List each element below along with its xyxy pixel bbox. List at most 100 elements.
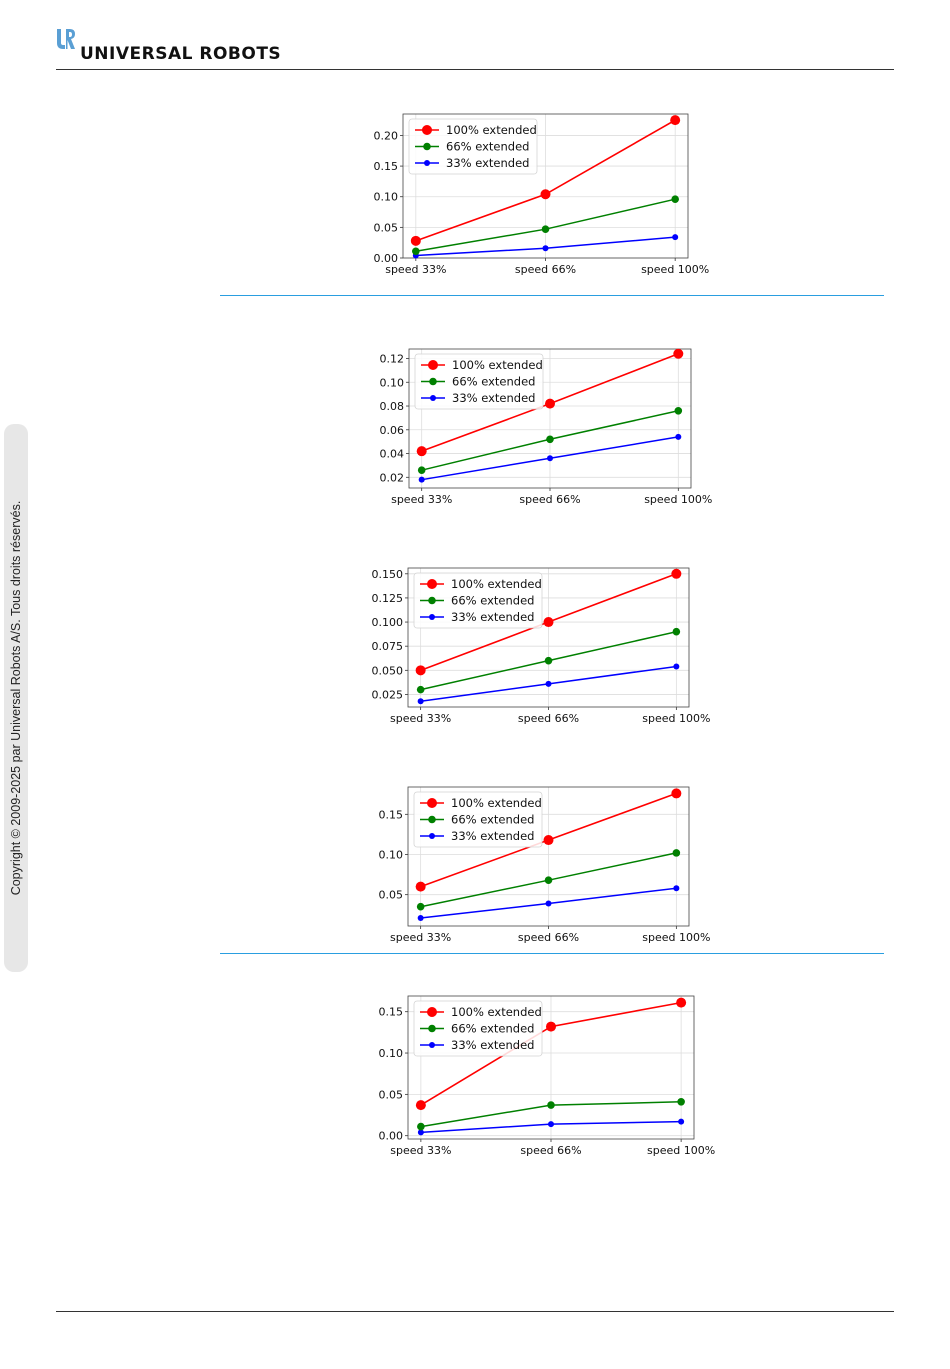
data-point	[546, 435, 554, 444]
legend-marker	[428, 1024, 436, 1033]
data-point	[547, 455, 553, 462]
x-tick-label: speed 100%	[642, 712, 710, 725]
data-point	[545, 398, 555, 409]
x-tick-label: speed 33%	[385, 263, 446, 276]
legend-marker	[427, 579, 437, 589]
y-tick-label: 0.00	[374, 252, 399, 265]
data-point	[417, 1122, 425, 1131]
x-tick-label: speed 66%	[518, 712, 579, 725]
legend-box	[413, 791, 543, 848]
data-point	[548, 1121, 554, 1128]
x-tick-label: speed 66%	[519, 493, 580, 506]
y-tick-label: 0.15	[374, 160, 399, 173]
legend-marker	[424, 160, 430, 166]
data-point	[673, 663, 680, 670]
y-tick-label: 0.15	[379, 1006, 404, 1019]
data-point	[415, 665, 426, 676]
legend-entry: 33% extended	[451, 829, 534, 843]
data-point	[544, 656, 553, 665]
legend-marker	[428, 596, 436, 605]
legend-marker	[427, 798, 437, 808]
legend-entry: 100% extended	[451, 796, 542, 810]
plot-frame	[407, 786, 690, 927]
legend-box	[408, 118, 538, 175]
legend-entry: 33% extended	[446, 156, 529, 170]
data-point	[416, 446, 427, 457]
legend-entry: 66% extended	[452, 375, 535, 389]
data-point	[415, 1100, 426, 1111]
data-point	[547, 1101, 555, 1109]
x-tick-label: speed 66%	[520, 1144, 581, 1157]
page-header: UNIVERSAL ROBOTS	[56, 26, 894, 70]
legend-box	[414, 353, 544, 410]
chart-3: 0.025 0.050 0.075 0.100 0.125 0.150 speed 33% s…	[372, 567, 710, 725]
chart-5: 0.00 0.05 0.10 0.15 speed 33% speed 66% speed …	[379, 995, 715, 1157]
y-tick-label: 0.06	[380, 424, 405, 437]
data-point	[415, 881, 426, 892]
legend-marker	[429, 1042, 435, 1048]
y-tick-label: 0.10	[380, 376, 405, 389]
data-point	[672, 234, 679, 241]
data-point	[418, 476, 425, 483]
plot-frame	[407, 995, 695, 1140]
data-point	[671, 788, 682, 799]
data-point	[677, 1098, 685, 1106]
data-point	[542, 245, 549, 252]
legend-marker	[429, 614, 435, 620]
legend-marker	[429, 377, 437, 386]
y-tick-label: 0.025	[372, 688, 404, 701]
y-tick-label: 0.08	[380, 400, 405, 413]
data-point	[541, 225, 550, 233]
legend-entry: 100% extended	[451, 577, 542, 591]
data-point	[540, 189, 551, 200]
data-point	[545, 680, 552, 687]
x-tick-label: speed 100%	[647, 1144, 715, 1157]
data-point	[416, 685, 425, 694]
x-tick-label: speed 100%	[642, 931, 710, 944]
data-point	[671, 568, 682, 579]
x-tick-label: speed 66%	[518, 931, 579, 944]
ur-logo-icon	[57, 29, 75, 49]
legend-marker	[428, 360, 438, 370]
legend-entry: 66% extended	[451, 1022, 534, 1036]
y-tick-label: 0.02	[380, 471, 405, 484]
y-tick-label: 0.10	[379, 848, 404, 861]
y-tick-label: 0.15	[379, 808, 404, 821]
legend-entry: 100% extended	[446, 123, 537, 137]
data-point	[543, 617, 554, 628]
footer-rule	[56, 1311, 894, 1312]
x-tick-label: speed 33%	[390, 1144, 451, 1157]
data-point	[412, 247, 420, 256]
y-tick-label: 0.04	[380, 448, 405, 461]
data-point	[672, 849, 681, 857]
data-point	[545, 900, 552, 907]
x-tick-label: speed 100%	[644, 493, 712, 506]
data-point	[673, 885, 680, 892]
data-point	[543, 835, 554, 846]
data-point	[673, 348, 684, 359]
data-point	[544, 876, 553, 885]
brand-name: UNIVERSAL ROBOTS	[80, 44, 282, 64]
chart-1: 0.00 0.05 0.10 0.15 0.20 speed 33% speed 66% sp…	[374, 113, 709, 276]
copyright-tab	[4, 424, 28, 972]
legend-box	[413, 572, 543, 629]
y-tick-label: 0.12	[380, 353, 405, 366]
section-divider	[220, 295, 884, 296]
chart-4: 0.05 0.10 0.15 speed 33% speed 66% speed 100%…	[379, 786, 710, 944]
legend-marker	[423, 142, 431, 151]
legend-box	[413, 1000, 543, 1057]
data-point	[410, 235, 421, 246]
y-tick-label: 0.00	[379, 1130, 404, 1143]
x-tick-label: speed 33%	[390, 931, 451, 944]
x-tick-label: speed 33%	[391, 493, 452, 506]
y-tick-label: 0.100	[372, 616, 404, 629]
legend-marker	[430, 395, 436, 401]
data-point	[417, 1129, 424, 1136]
legend-marker	[429, 833, 435, 839]
data-point	[417, 698, 424, 705]
legend-entry: 100% extended	[452, 358, 543, 372]
plot-frame	[407, 567, 690, 708]
data-point	[670, 115, 681, 126]
legend-entry: 66% extended	[451, 813, 534, 827]
data-point	[672, 627, 681, 636]
